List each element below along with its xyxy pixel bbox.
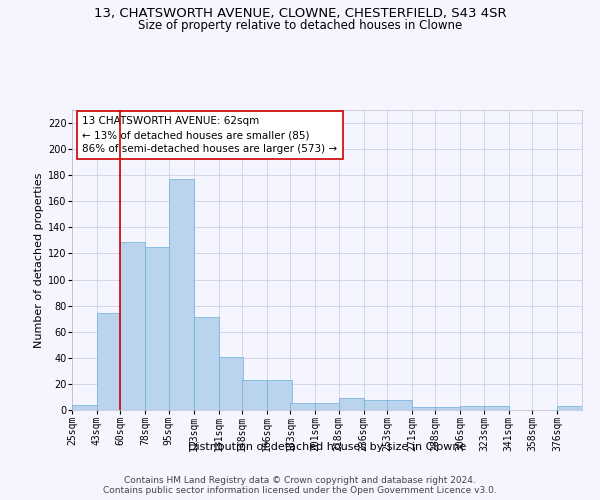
Text: Size of property relative to detached houses in Clowne: Size of property relative to detached ho…	[138, 18, 462, 32]
Text: 13 CHATSWORTH AVENUE: 62sqm
← 13% of detached houses are smaller (85)
86% of sem: 13 CHATSWORTH AVENUE: 62sqm ← 13% of det…	[82, 116, 337, 154]
Bar	[315, 404, 340, 410]
Bar	[145, 247, 170, 410]
Bar	[121, 242, 145, 410]
Bar	[169, 179, 194, 410]
Y-axis label: Number of detached properties: Number of detached properties	[34, 172, 44, 348]
Bar	[290, 404, 315, 410]
Bar	[484, 406, 509, 410]
Bar	[387, 400, 412, 410]
Text: 13, CHATSWORTH AVENUE, CLOWNE, CHESTERFIELD, S43 4SR: 13, CHATSWORTH AVENUE, CLOWNE, CHESTERFI…	[94, 8, 506, 20]
Bar	[218, 356, 244, 410]
Text: Distribution of detached houses by size in Clowne: Distribution of detached houses by size …	[188, 442, 466, 452]
Bar	[364, 400, 389, 410]
Bar	[72, 405, 97, 410]
Text: Contains HM Land Registry data © Crown copyright and database right 2024.
Contai: Contains HM Land Registry data © Crown c…	[103, 476, 497, 495]
Bar	[460, 406, 485, 410]
Bar	[557, 406, 582, 410]
Bar	[436, 408, 460, 410]
Bar	[267, 380, 292, 410]
Bar	[242, 380, 267, 410]
Bar	[97, 314, 122, 410]
Bar	[412, 408, 437, 410]
Bar	[194, 318, 218, 410]
Bar	[339, 398, 364, 410]
